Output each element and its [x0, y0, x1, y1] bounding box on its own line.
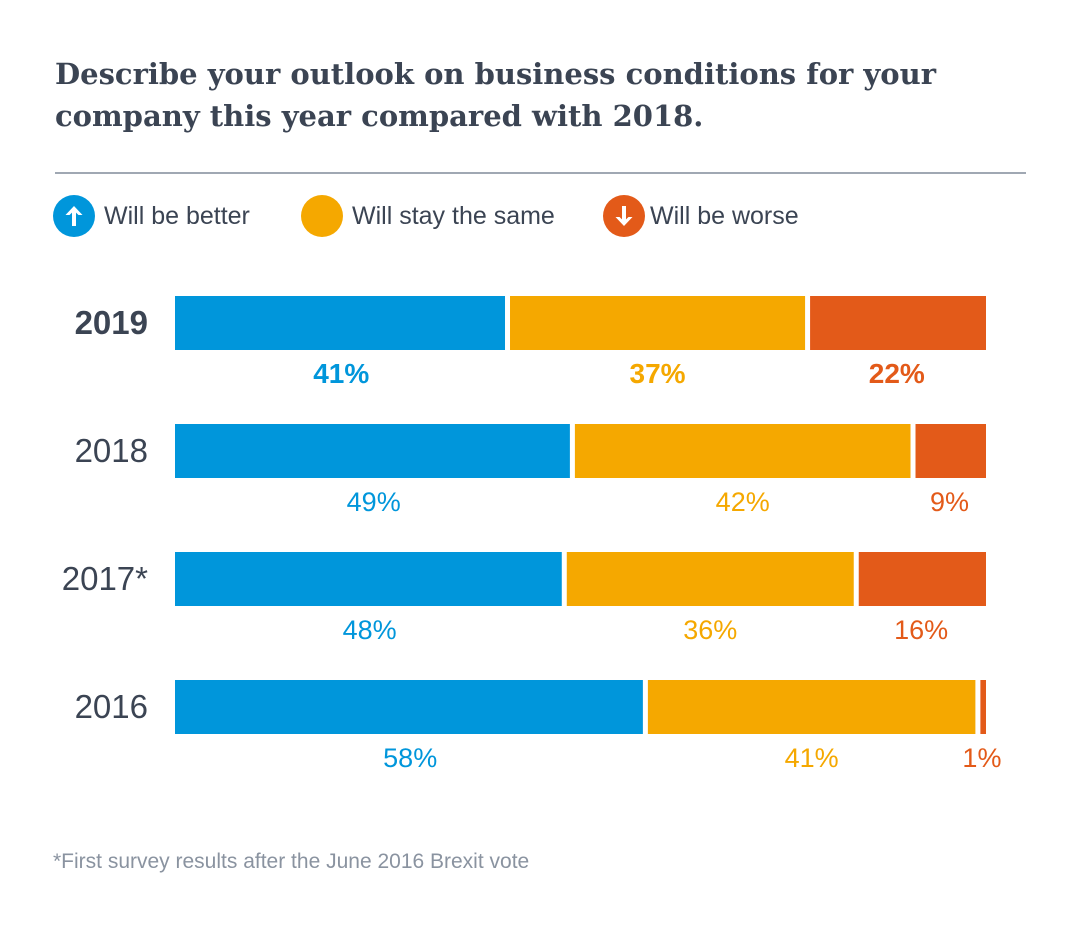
legend-label-same: Will stay the same	[352, 201, 555, 230]
chart-title: Describe your outlook on business condit…	[55, 57, 936, 133]
bar-segment-2017-2	[566, 552, 854, 606]
bar-segment-2018-1	[175, 424, 570, 478]
value-label-2019-1: 41%	[313, 358, 369, 389]
bar-segment-2018-3	[915, 424, 986, 478]
bar-segment-2016-2	[647, 680, 976, 734]
legend-label-better: Will be better	[104, 201, 250, 230]
value-label-2016-1: 58%	[383, 743, 437, 773]
bar-segment-2017-3	[858, 552, 986, 606]
title-divider	[55, 172, 1026, 174]
value-label-2017-2: 36%	[683, 615, 737, 645]
year-label-2019: 2019	[75, 304, 148, 341]
year-label-2017: 2017*	[62, 560, 148, 597]
footnote: *First survey results after the June 201…	[53, 850, 530, 873]
value-label-2017-1: 48%	[343, 615, 397, 645]
bar-segment-2017-1	[175, 552, 562, 606]
chart-legend: Will be better Will stay the same Will b…	[0, 195, 1080, 237]
value-label-2018-2: 42%	[716, 487, 770, 517]
bar-segment-2019-3	[810, 296, 986, 350]
bar-segment-2016-1	[175, 680, 643, 734]
bar-segment-2019-1	[175, 296, 506, 350]
arrow-up-icon	[53, 195, 95, 237]
legend-label-worse: Will be worse	[650, 201, 799, 230]
year-label-2016: 2016	[75, 688, 148, 725]
year-label-2018: 2018	[75, 432, 148, 469]
bar-segment-2019-2	[510, 296, 806, 350]
legend-item-same: Will stay the same	[301, 195, 555, 237]
legend-item-worse: Will be worse	[603, 195, 799, 237]
value-label-2017-3: 16%	[894, 615, 948, 645]
value-label-2016-2: 41%	[785, 743, 839, 773]
circle-icon	[301, 195, 343, 237]
stacked-bar-chart: 2019 41% 37% 22% 2018 49% 42% 9% 2017* 48% 36% 16% 2…	[62, 296, 1001, 773]
value-label-2018-3: 9%	[930, 487, 969, 517]
legend-item-better: Will be better	[53, 195, 250, 237]
arrow-down-icon	[603, 195, 645, 237]
value-label-2018-1: 49%	[347, 487, 401, 517]
value-label-2016-3: 1%	[962, 743, 1001, 773]
value-label-2019-2: 37%	[630, 358, 686, 389]
value-label-2019-3: 22%	[869, 358, 925, 389]
bar-segment-2018-2	[574, 424, 911, 478]
bar-segment-2016-3	[980, 680, 986, 734]
